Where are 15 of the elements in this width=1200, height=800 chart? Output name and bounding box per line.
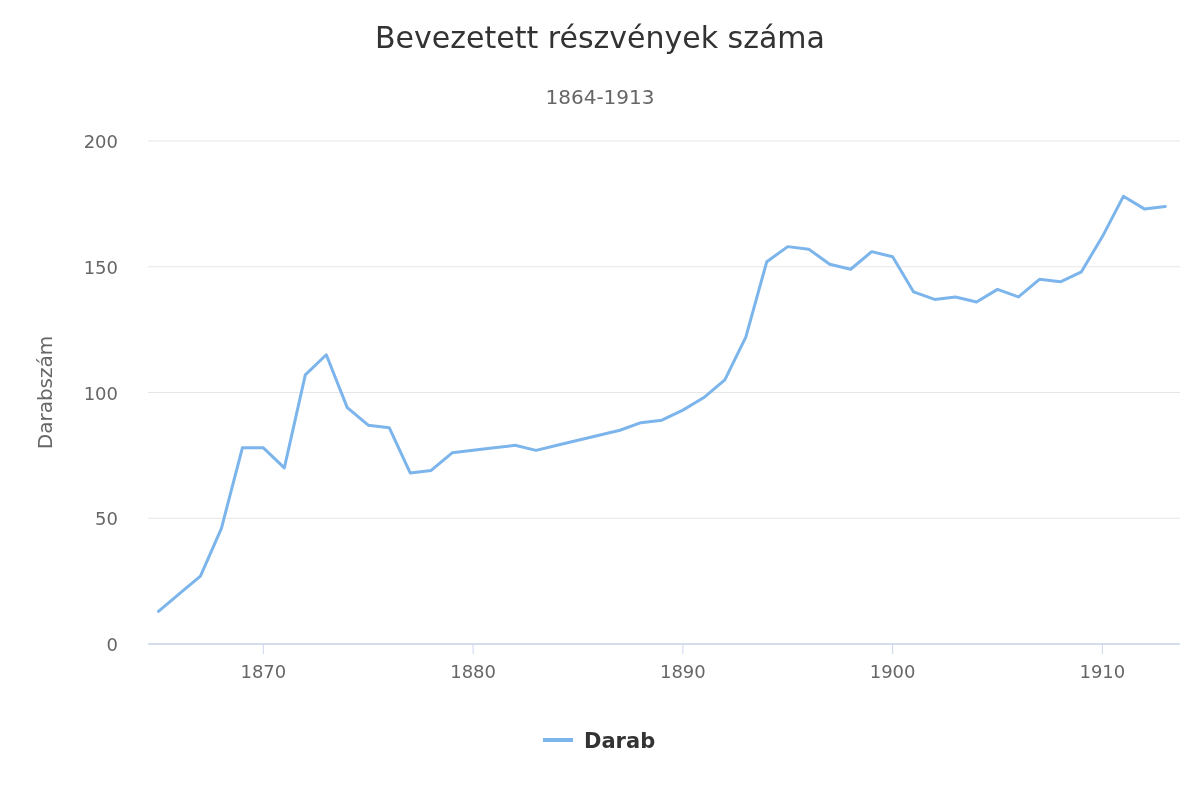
x-tick-label: 1880 [450,661,497,682]
y-tick-label: 150 [83,256,118,278]
y-tick-label: 100 [83,382,118,404]
line-series [156,194,1167,613]
legend-label: Darab [584,729,656,753]
x-tick-label: 1900 [869,661,916,682]
x-tick-label: 1870 [240,661,287,682]
y-tick-label: 0 [106,634,118,655]
y-tick-label: 200 [83,131,118,152]
x-tick-label: 1890 [659,661,706,682]
y-tick-label: 50 [95,508,118,530]
x-tick-label: 1910 [1079,661,1126,682]
chart-subtitle: 1864-1913 [545,85,655,109]
y-axis-title: Darabszám [33,335,57,450]
chart-title: Bevezetett részvények száma [375,20,825,55]
